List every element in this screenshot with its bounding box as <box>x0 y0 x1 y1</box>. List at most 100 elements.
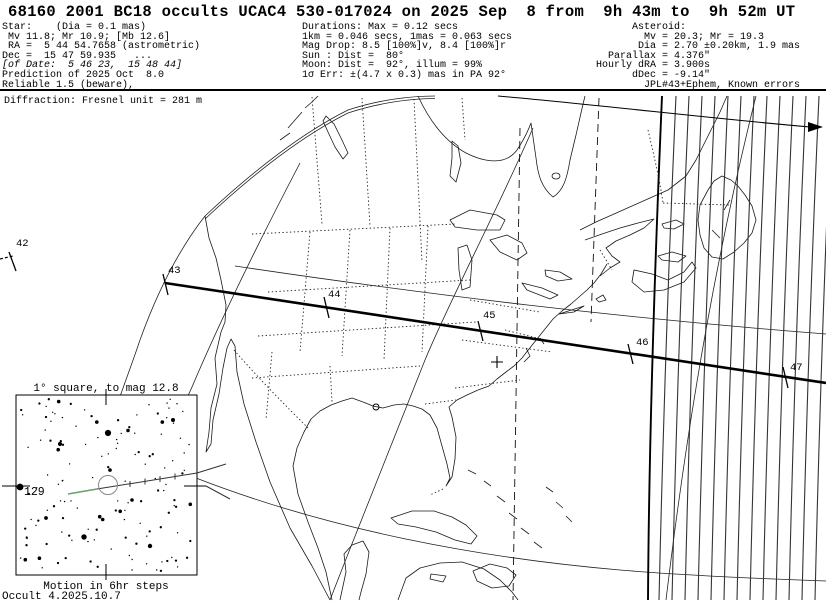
star-dot <box>57 483 60 485</box>
star-dot <box>57 441 63 447</box>
star-dot <box>63 500 66 503</box>
star-dot <box>27 492 30 496</box>
star-dot <box>124 480 126 482</box>
star-dot <box>95 528 98 531</box>
hatch-line <box>736 95 755 601</box>
star-dot <box>107 465 110 469</box>
star-dot <box>89 560 92 563</box>
star-dot <box>116 442 119 444</box>
star-dot <box>44 516 48 520</box>
star-dot <box>27 446 29 448</box>
hatch-line <box>684 95 703 601</box>
star-dot <box>139 522 141 524</box>
star-dot <box>173 505 175 507</box>
star-dot <box>59 439 62 443</box>
star-dot <box>159 569 163 573</box>
site-markers <box>372 356 503 411</box>
star-dot <box>166 402 168 404</box>
star-dot <box>70 500 72 502</box>
star-dot <box>114 509 117 512</box>
hatch-line <box>671 95 690 601</box>
star-dot <box>134 432 136 434</box>
star-dot <box>120 432 122 435</box>
star-dot <box>148 455 151 458</box>
star-dot <box>61 516 65 520</box>
star-dot <box>115 447 118 450</box>
star-dot <box>93 539 96 541</box>
star-dot <box>87 540 89 543</box>
star-dot <box>69 402 72 406</box>
star-dot <box>46 509 48 511</box>
star-dot <box>30 518 32 521</box>
star-dot <box>156 569 158 571</box>
star-dot <box>166 417 168 419</box>
finder-chart-inset: 1° square, to mag 12.8 129 Motion in 6hr… <box>2 383 231 601</box>
time-tick-mark <box>323 296 330 319</box>
star-dot <box>44 415 48 419</box>
event-data-block: Durations: Max = 0.12 secs 1km = 0.046 s… <box>302 22 513 81</box>
bright-star-label: 129 <box>24 486 45 499</box>
star-dot <box>128 426 131 429</box>
star-dot <box>171 418 175 422</box>
page-title: 68160 2001 BC18 occults UCAC4 530-017024… <box>8 3 796 21</box>
star-dot <box>131 569 133 571</box>
star-dot <box>189 539 192 543</box>
time-tick-mark <box>8 251 17 272</box>
star-dot <box>172 422 175 424</box>
star-dot <box>117 500 119 502</box>
star-dot <box>81 534 87 540</box>
star-dot <box>56 447 60 452</box>
star-dot <box>127 502 129 504</box>
hatch-line <box>814 225 826 601</box>
star-dot <box>91 476 94 479</box>
time-tick-mark <box>477 320 484 342</box>
star-dot <box>124 509 126 512</box>
star-dot <box>87 528 89 530</box>
star-dot <box>71 539 73 541</box>
star-dot <box>56 561 60 565</box>
hatch-line <box>762 95 781 601</box>
time-tick-label: 46 <box>636 337 649 349</box>
star-dot <box>37 519 40 522</box>
star-dot <box>96 565 99 568</box>
star-dot <box>104 429 112 437</box>
star-dot <box>168 407 170 409</box>
star-dot <box>68 534 71 537</box>
star-dot <box>139 500 143 503</box>
star-dot <box>110 548 112 550</box>
star-dot <box>100 517 105 522</box>
star-dot <box>176 532 179 534</box>
star-dot <box>151 453 154 456</box>
software-version: Occult 4.2025.10.7 <box>2 591 121 601</box>
star-dot <box>64 556 67 560</box>
time-tick-label: 43 <box>168 265 181 277</box>
border-lines <box>233 96 731 496</box>
star-dot <box>47 398 50 401</box>
star-dot <box>52 505 56 508</box>
star-dot <box>38 402 41 405</box>
star-dot <box>181 472 184 475</box>
hatch-line <box>788 95 807 601</box>
time-tick-label: 44 <box>328 289 341 301</box>
star-dot <box>148 530 151 533</box>
direction-arrow-icon <box>808 122 823 132</box>
star-dot <box>84 443 87 446</box>
star-dot <box>188 502 193 507</box>
star-dot <box>25 536 28 539</box>
site-cross-icon <box>491 356 503 368</box>
star-dot <box>61 531 63 533</box>
star-dot <box>183 452 185 454</box>
motion-line-future <box>96 472 198 490</box>
star-dot <box>46 474 49 476</box>
star-dot <box>163 489 165 492</box>
star-dot <box>50 420 52 422</box>
star-dot <box>154 477 156 480</box>
star-dot <box>116 419 120 422</box>
star-dot <box>35 524 37 527</box>
inset-edge-ticks <box>2 389 206 580</box>
time-tick-label: 47 <box>790 362 803 374</box>
star-dot <box>146 535 148 537</box>
star-dot <box>45 542 48 546</box>
star-dot <box>176 566 179 568</box>
